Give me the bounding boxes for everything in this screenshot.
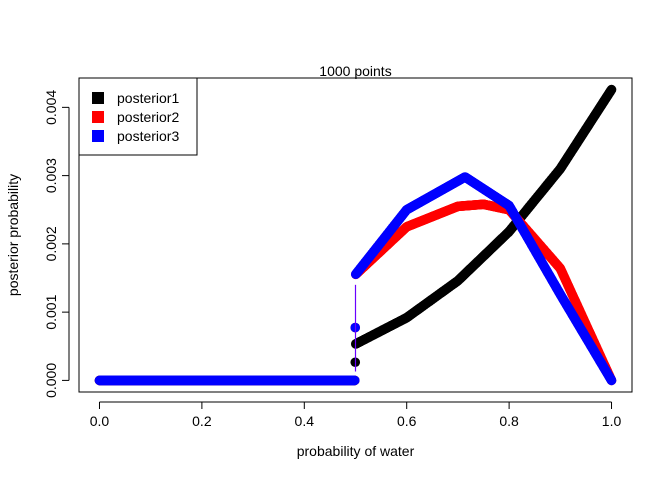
y-tick-label: 0.001 [43,294,59,329]
legend-label-posterior2: posterior2 [117,109,179,125]
legend-label-posterior3: posterior3 [117,128,179,144]
legend-entry: posterior1 [92,90,179,106]
x-tick-label: 1.0 [602,413,622,429]
y-tick-label: 0.002 [43,226,59,261]
x-tick-label: 0.6 [397,413,417,429]
legend-swatch-posterior3 [92,130,104,142]
y-axis: 0.000 0.001 0.002 0.003 0.004 [43,90,70,398]
x-axis-label: probability of water [297,443,415,459]
data-point [349,375,360,386]
legend-entry: posterior2 [92,109,179,125]
y-axis-label: posterior probability [5,174,21,296]
legend-entry: posterior3 [92,128,179,144]
plot-frame [78,77,633,393]
y-tick-label: 0.003 [43,158,59,193]
data-point [606,375,617,386]
x-tick-label: 0.8 [499,413,519,429]
y-tick-label: 0.004 [43,90,59,125]
x-tick-label: 0.4 [295,413,315,429]
y-tick-label: 0.000 [43,363,59,398]
legend-swatch-posterior1 [92,92,104,104]
series-posterior3 [94,172,617,386]
chart-title: 1000 points [319,63,391,79]
legend-label-posterior1: posterior1 [117,90,179,106]
x-axis: 0.0 0.2 0.4 0.6 0.8 1.0 [90,401,622,429]
legend-swatch-posterior2 [92,111,104,123]
legend: posterior1 posterior2 posterior3 [78,77,198,156]
points-layer [94,84,617,386]
x-tick-label: 0.2 [192,413,212,429]
data-point [606,84,617,95]
x-tick-label: 0.0 [90,413,110,429]
